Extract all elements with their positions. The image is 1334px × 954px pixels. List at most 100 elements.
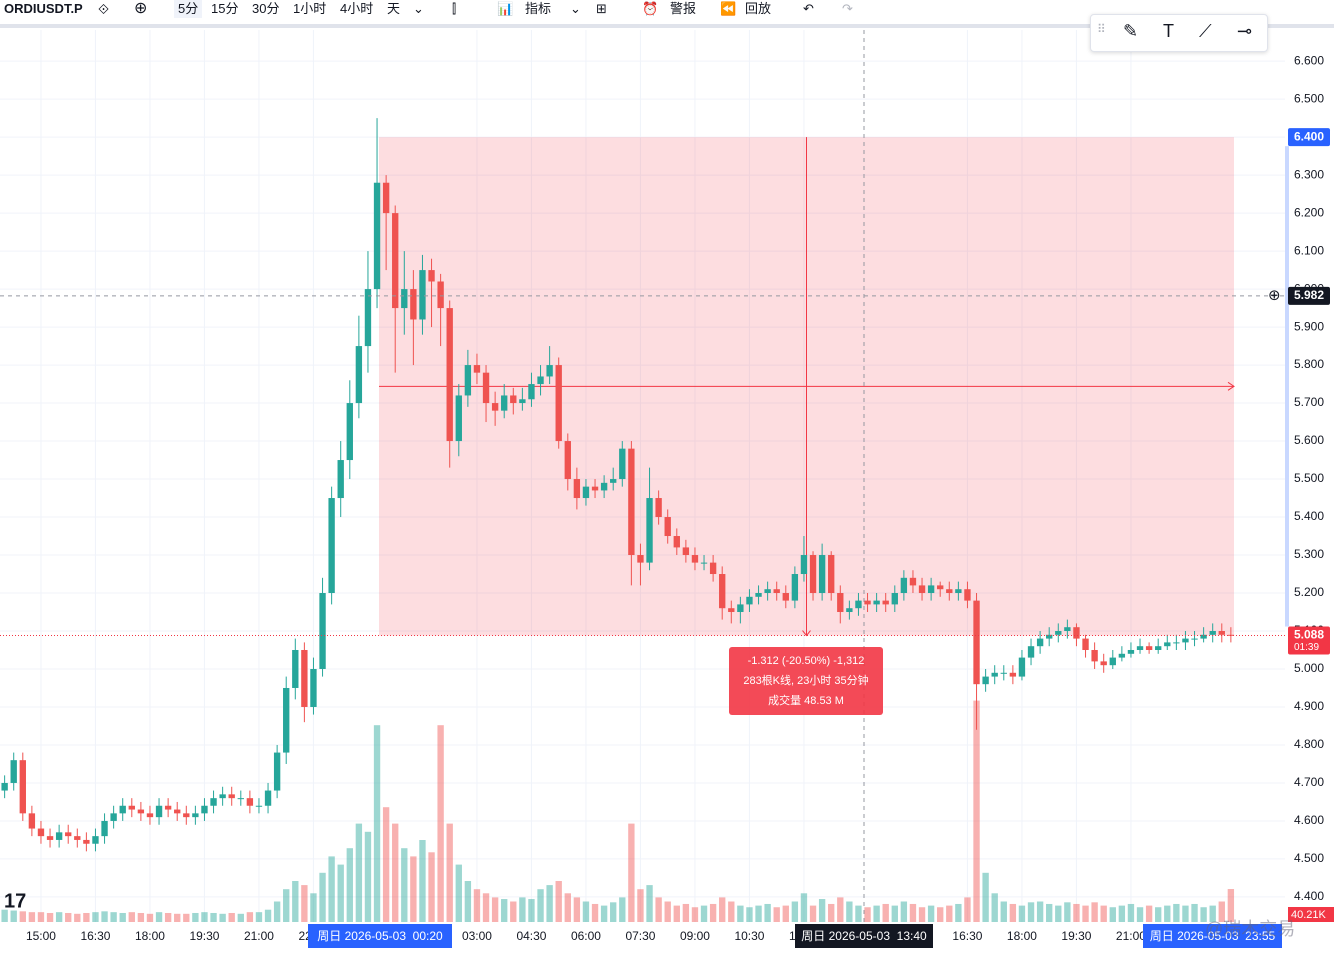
volume-bar: [1009, 903, 1017, 922]
candle-body: [183, 813, 190, 818]
volume-bar: [10, 910, 17, 922]
volume-bar: [818, 899, 826, 922]
interval[interactable]: 5分: [174, 0, 203, 18]
hline-tool[interactable]: ⊸: [1237, 21, 1253, 41]
candle-body: [1118, 653, 1126, 658]
candle-body: [373, 182, 381, 290]
price-axis: [1285, 28, 1334, 954]
volume-bar: [283, 889, 290, 922]
candle-body: [264, 790, 272, 806]
x-tick-label: 21:00: [244, 929, 274, 943]
candle-body: [19, 760, 26, 814]
y-tick-label: 5.700: [1294, 395, 1324, 409]
chart-type[interactable]: ⫿: [452, 1, 457, 16]
candle-body: [401, 289, 408, 309]
pen-tool[interactable]: ✎: [1123, 21, 1139, 41]
volume-bar: [646, 885, 653, 922]
candle-body: [982, 676, 989, 685]
last-volume-box: [1288, 907, 1334, 922]
crosshair-price-text: 5.982: [1294, 288, 1324, 302]
candle-body: [591, 486, 599, 491]
measure-text: -1.312 (-20.50%) -1,312: [748, 655, 865, 667]
volume-bar: [900, 901, 908, 922]
chevron[interactable]: ⌄: [413, 1, 424, 16]
volume-bar: [1018, 905, 1026, 922]
volume-bar: [264, 909, 272, 922]
interval[interactable]: 1小时: [293, 1, 327, 16]
undo[interactable]: ↶: [803, 1, 814, 16]
indicator-icon[interactable]: 📊: [497, 1, 514, 16]
volume-bar: [373, 725, 381, 922]
candle-body: [237, 798, 244, 800]
range-end-time: [1143, 924, 1282, 948]
interval[interactable]: 15分: [211, 1, 239, 16]
volume-bar: [927, 905, 935, 922]
volume-bar: [228, 912, 235, 922]
volume-bar: [1127, 903, 1135, 922]
candle-body: [546, 365, 553, 377]
candle-body: [1036, 638, 1044, 647]
volume-bar: [1136, 907, 1144, 922]
alert-icon[interactable]: ⏰: [642, 1, 659, 16]
volume-bar: [337, 864, 344, 922]
layout[interactable]: ⊞: [596, 1, 607, 16]
candle-body: [1055, 630, 1062, 635]
x-tick-label: 06:00: [571, 929, 601, 943]
watermark: @瑞木交易: [1205, 919, 1295, 939]
handle[interactable]: ⠿: [1097, 22, 1106, 36]
volume-bar: [501, 899, 508, 922]
candle-body: [719, 574, 726, 609]
volume-bar: [1027, 902, 1035, 922]
candle-body: [637, 555, 644, 563]
volume-bar: [319, 872, 326, 922]
y-tick-label: 6.300: [1294, 167, 1324, 181]
candle-body: [882, 600, 889, 605]
volume-bar: [1118, 905, 1126, 922]
volume-bar: [410, 856, 417, 922]
volume-bar: [37, 912, 45, 922]
y-tick-label: 6.500: [1294, 91, 1324, 105]
candle-body: [582, 486, 590, 499]
volume-bar: [110, 912, 117, 922]
text-tool[interactable]: T: [1163, 21, 1174, 41]
candle-body: [201, 805, 208, 814]
y-tick-label: 4.800: [1294, 737, 1324, 751]
candle-body: [600, 482, 608, 491]
volume-bar: [673, 905, 680, 922]
line-tool[interactable]: ⟋: [1199, 21, 1212, 41]
measure-text: 成交量 48.53 M: [768, 693, 844, 707]
candle-body: [46, 836, 54, 840]
candle-body: [973, 600, 980, 685]
replay-icon[interactable]: ⏪: [720, 1, 737, 16]
volume-bar: [619, 897, 626, 922]
symbol[interactable]: ORDIUSDT.P: [4, 1, 83, 16]
interval[interactable]: 4小时: [340, 1, 374, 16]
add-symbol[interactable]: ⊕: [134, 0, 148, 17]
candle-body: [473, 365, 481, 373]
measure-arrow: [1227, 381, 1235, 391]
interval[interactable]: 天: [387, 1, 401, 16]
volume-bar: [773, 907, 780, 922]
volume-bar: [28, 912, 36, 922]
volume-bar: [364, 831, 372, 922]
candle-body: [355, 346, 363, 404]
redo[interactable]: ↷: [842, 1, 853, 16]
interval[interactable]: 30分: [252, 1, 280, 16]
volume-bar: [74, 913, 81, 922]
volume-bar: [682, 903, 690, 922]
candle-body: [1018, 657, 1026, 677]
indicators[interactable]: 指标: [525, 1, 552, 16]
alert[interactable]: 警报: [670, 1, 697, 16]
candle-body: [955, 589, 962, 594]
candle-body: [464, 365, 472, 396]
volume-bar: [1182, 905, 1189, 922]
icon[interactable]: ⟐: [98, 1, 110, 17]
x-tick-label: 04:30: [516, 929, 546, 943]
replay[interactable]: 回放: [745, 1, 772, 16]
chevron[interactable]: ⌄: [570, 1, 581, 16]
candle-body: [855, 600, 862, 609]
candle-body: [791, 574, 799, 601]
volume-bar: [564, 893, 571, 922]
range-end-time-text: 周日 2026-05-03 23:55: [1150, 929, 1276, 943]
volume-bar: [46, 912, 54, 922]
